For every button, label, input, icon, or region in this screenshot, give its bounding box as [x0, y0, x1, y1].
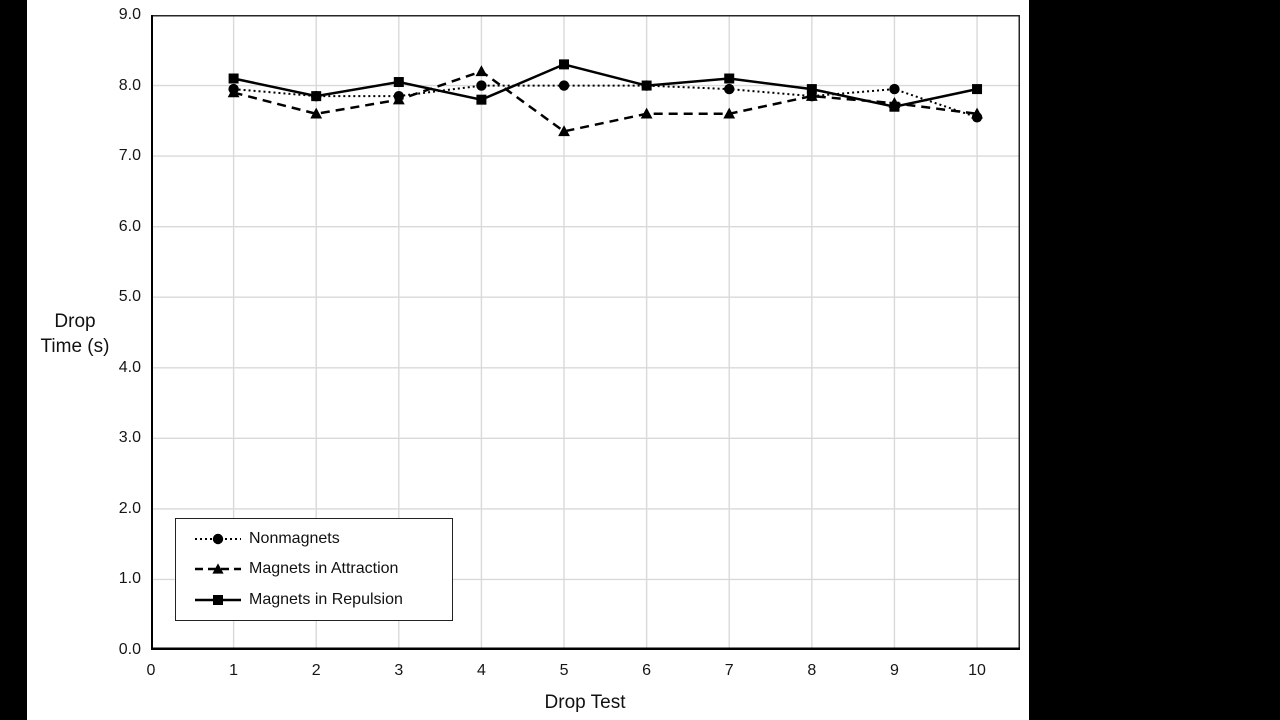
square-marker — [724, 73, 735, 84]
plot-area — [151, 15, 1020, 650]
triangle-marker — [723, 107, 736, 119]
legend-label-repulsion: Magnets in Repulsion — [249, 590, 403, 608]
x-tick-label: 5 — [559, 662, 569, 679]
solid-line-square-marker-icon — [195, 594, 241, 605]
legend-row-attraction: Magnets in Attraction — [194, 560, 448, 578]
y-tick-label: 6.0 — [118, 217, 141, 235]
x-tick-label: 3 — [394, 662, 404, 679]
circle-marker — [971, 112, 983, 123]
circle-marker — [558, 80, 570, 91]
square-marker — [806, 84, 817, 95]
y-tick-label: 4.0 — [118, 358, 141, 376]
right-letterbox-bar — [1029, 0, 1280, 720]
left-letterbox-bar — [0, 0, 27, 720]
x-tick-label: 4 — [476, 662, 486, 679]
square-marker — [559, 59, 570, 70]
series-line-triangle — [233, 70, 978, 133]
square-marker — [641, 80, 652, 91]
y-tick-label: 7.0 — [118, 147, 141, 165]
x-tick-label: 7 — [724, 662, 734, 679]
triangle-marker — [640, 107, 653, 119]
legend-label-nonmagnets: Nonmagnets — [249, 530, 340, 548]
square-marker — [311, 91, 322, 102]
series-line-square — [233, 63, 978, 108]
x-tick-label: 9 — [889, 662, 899, 679]
y-tick-label: 0.0 — [118, 641, 141, 658]
legend-label-attraction: Magnets in Attraction — [249, 560, 399, 578]
legend-row-nonmagnets: Nonmagnets — [194, 530, 448, 548]
y-tick-label: 9.0 — [118, 6, 141, 23]
x-tick-label: 0 — [146, 662, 156, 679]
x-tick-label: 2 — [311, 662, 321, 679]
x-tick-label: 10 — [968, 662, 986, 679]
circle-marker — [228, 83, 239, 95]
square-marker — [972, 84, 983, 95]
y-tick-label: 8.0 — [118, 76, 141, 94]
y-tick-label: 5.0 — [118, 288, 141, 306]
circle-marker — [393, 90, 405, 102]
square-marker — [889, 101, 900, 112]
circle-marker — [724, 83, 735, 95]
legend-row-repulsion: Magnets in Repulsion — [194, 591, 448, 609]
circle-marker — [889, 83, 900, 95]
legend: Nonmagnets Magnets in Attraction Magnets… — [175, 518, 453, 621]
y-tick-label: 3.0 — [118, 429, 141, 447]
y-tick-label: 2.0 — [118, 499, 141, 517]
dashed-line-triangle-marker-icon — [195, 563, 241, 575]
y-tick-label: 1.0 — [118, 570, 141, 588]
y-axis-title-line2: Time (s) — [40, 336, 110, 357]
series-line-circle — [233, 84, 978, 119]
x-axis-title: Drop Test — [544, 692, 626, 713]
triangle-marker — [558, 125, 570, 137]
x-tick-label: 8 — [807, 662, 817, 679]
y-axis-title-line1: Drop — [54, 311, 96, 332]
dotted-line-circle-marker-icon — [195, 533, 241, 545]
circle-marker — [476, 80, 487, 91]
triangle-marker — [310, 107, 323, 119]
square-marker — [393, 77, 404, 88]
y-axis-title: Drop Time (s) — [20, 309, 130, 359]
x-tick-label: 6 — [642, 662, 652, 679]
square-marker — [228, 73, 239, 84]
x-tick-label: 1 — [229, 662, 239, 679]
triangle-marker — [475, 65, 488, 77]
square-marker — [476, 94, 487, 105]
